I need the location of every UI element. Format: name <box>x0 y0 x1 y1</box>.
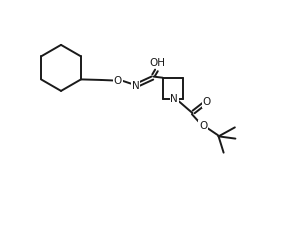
Text: N: N <box>131 80 139 91</box>
Text: O: O <box>114 76 122 85</box>
Text: N: N <box>170 94 178 104</box>
Text: O: O <box>199 121 207 131</box>
Text: OH: OH <box>150 58 166 68</box>
Text: O: O <box>202 97 211 107</box>
